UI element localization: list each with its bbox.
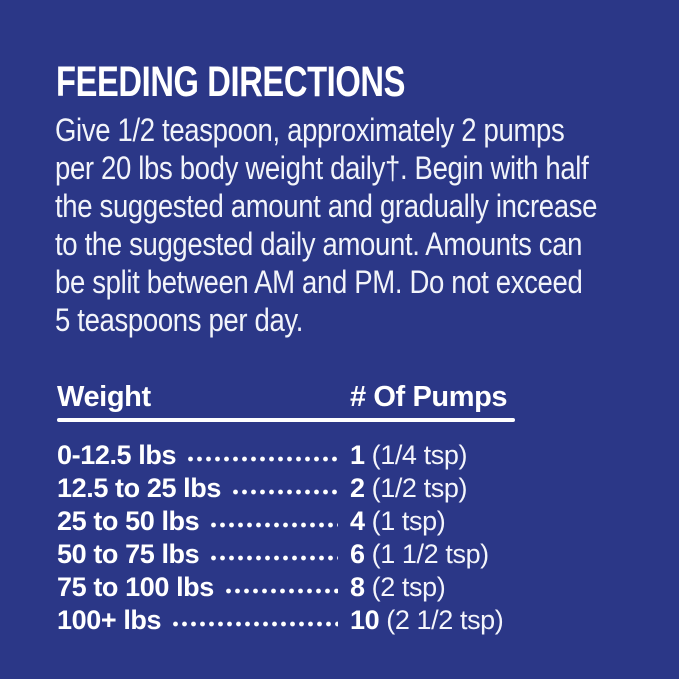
tsp-equivalent: (2 tsp)	[371, 572, 446, 602]
tsp-equivalent: (2 1/2 tsp)	[386, 605, 504, 635]
weight-cell: 75 to 100 lbs	[57, 572, 350, 603]
dot-leader	[230, 489, 338, 495]
paragraph-line: Give 1/2 teaspoon, approximately 2 pumps	[55, 112, 565, 148]
weight-cell: 100+ lbs	[57, 605, 350, 636]
table-row: 25 to 50 lbs 4 (1 tsp)	[57, 505, 517, 538]
dot-leader	[186, 456, 338, 462]
paragraph-line: the suggested amount and gradually incre…	[55, 188, 598, 224]
header-rule	[57, 418, 515, 422]
table-header-pumps: # Of Pumps	[350, 381, 508, 413]
weight-label: 100+ lbs	[57, 605, 162, 635]
dot-leader	[223, 588, 338, 594]
pump-count: 8	[350, 572, 365, 602]
table-row: 75 to 100 lbs 8 (2 tsp)	[57, 571, 517, 604]
weight-label: 0-12.5 lbs	[57, 440, 177, 470]
weight-cell: 0-12.5 lbs	[57, 440, 350, 471]
dot-leader	[209, 522, 338, 528]
pumps-cell: 8 (2 tsp)	[350, 572, 446, 603]
weight-label: 50 to 75 lbs	[57, 539, 200, 569]
tsp-equivalent: (1/2 tsp)	[371, 473, 468, 503]
paragraph-line: per 20 lbs body weight daily†. Begin wit…	[55, 150, 589, 186]
pumps-cell: 10 (2 1/2 tsp)	[350, 605, 504, 636]
pump-count: 10	[350, 605, 380, 635]
table-row: 50 to 75 lbs 6 (1 1/2 tsp)	[57, 538, 517, 571]
weight-label: 25 to 50 lbs	[57, 506, 200, 536]
table-header-row: Weight # Of Pumps	[57, 381, 517, 413]
tsp-equivalent: (1 1/2 tsp)	[371, 539, 490, 569]
pump-count: 1	[350, 440, 365, 470]
tsp-equivalent: (1/4 tsp)	[371, 440, 468, 470]
weight-label: 75 to 100 lbs	[57, 572, 214, 602]
pumps-cell: 1 (1/4 tsp)	[350, 440, 467, 471]
table-body: 0-12.5 lbs 1 (1/4 tsp) 12.5 to 25 lbs 2 (1…	[57, 439, 517, 637]
page-title: FEEDING DIRECTIONS	[56, 58, 406, 106]
pumps-cell: 6 (1 1/2 tsp)	[350, 539, 489, 570]
paragraph-line: be split between AM and PM. Do not excee…	[55, 264, 583, 300]
weight-cell: 50 to 75 lbs	[57, 539, 350, 570]
table-row: 12.5 to 25 lbs 2 (1/2 tsp)	[57, 472, 517, 505]
weight-label: 12.5 to 25 lbs	[57, 473, 221, 503]
dosage-table: Weight # Of Pumps 0-12.5 lbs 1 (1/4 tsp) …	[57, 381, 517, 637]
pumps-cell: 2 (1/2 tsp)	[350, 473, 467, 504]
paragraph-line: 5 teaspoons per day.	[55, 302, 304, 338]
pump-count: 4	[350, 506, 365, 536]
table-row: 0-12.5 lbs 1 (1/4 tsp)	[57, 439, 517, 472]
paragraph-line: to the suggested daily amount. Amounts c…	[55, 226, 583, 262]
weight-cell: 25 to 50 lbs	[57, 506, 350, 537]
pump-count: 2	[350, 473, 365, 503]
pumps-cell: 4 (1 tsp)	[350, 506, 446, 537]
table-row: 100+ lbs 10 (2 1/2 tsp)	[57, 604, 517, 637]
directions-paragraph: Give 1/2 teaspoon, approximately 2 pumps…	[55, 111, 597, 339]
tsp-equivalent: (1 tsp)	[371, 506, 446, 536]
dot-leader	[209, 555, 338, 561]
dot-leader	[171, 621, 338, 627]
table-header-weight: Weight	[57, 381, 151, 413]
weight-cell: 12.5 to 25 lbs	[57, 473, 350, 504]
pump-count: 6	[350, 539, 365, 569]
